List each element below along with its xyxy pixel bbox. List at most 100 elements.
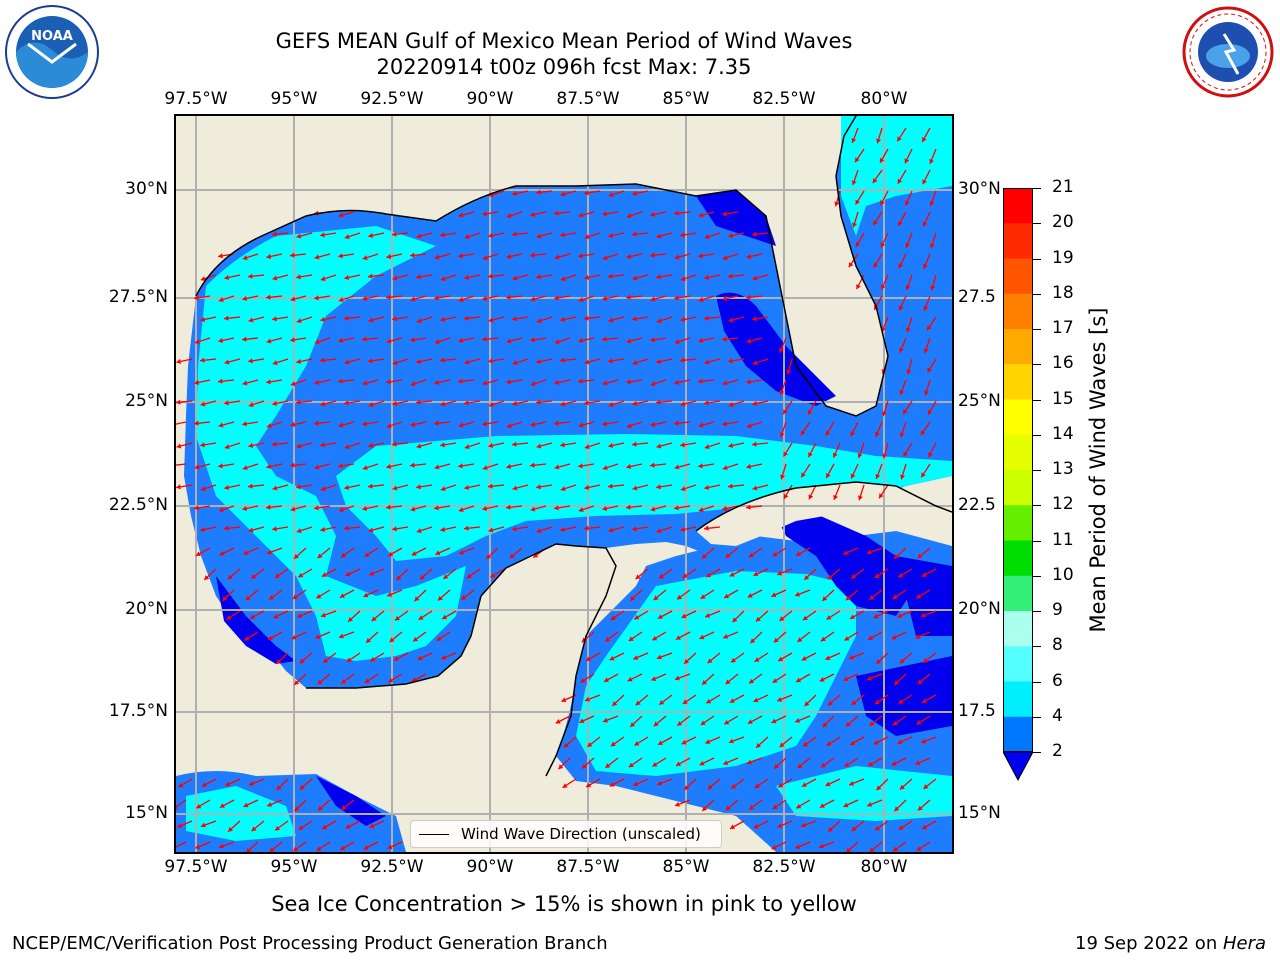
wind-arrow-head [434,379,440,385]
wind-arrow-head [900,474,906,480]
wind-arrow-head [923,657,929,663]
wind-arrow-head [266,549,272,555]
wind-arrow-head [771,844,777,850]
wind-arrow-head [560,357,565,363]
wind-arrow-head [650,252,655,258]
wind-arrow-head [730,824,736,829]
wind-arrow-head [266,379,271,385]
wind-arrow-head [778,656,784,662]
wind-arrow-head [530,252,535,258]
wind-arrow-head [880,284,886,290]
wind-arrow-head [800,822,806,828]
wind-arrow-head [869,847,875,852]
wind-arrow-head [650,381,656,387]
colorbar-band [1003,470,1033,506]
wind-arrow-head [773,637,779,643]
wind-arrow-head [922,824,928,830]
colorbar-band [1003,434,1033,471]
wind-arrow-head [416,318,422,324]
lon-tick-bottom: 97.5°W [164,857,228,877]
wind-arrow-head [296,274,301,280]
wind-arrow-head [894,553,900,559]
wind-arrow-head [680,401,686,407]
wind-arrow-head [200,401,206,407]
wind-arrow-head [434,254,440,260]
wind-arrow-head [608,402,614,408]
wind-arrow-head [418,615,424,620]
wind-arrow-head [677,594,683,600]
wind-arrow-head [224,444,230,450]
wind-arrow-head [750,638,756,644]
wind-arrow-head [608,483,613,489]
wind-arrow-head [506,253,512,259]
wind-arrow-head [826,472,831,478]
wind-arrow-head [893,846,899,852]
wind-arrow-head [224,274,230,280]
wind-arrow-head [512,485,518,491]
wind-arrow-head [722,336,727,342]
wind-arrow-head [892,720,898,726]
wind-arrow-head [725,553,731,558]
wind-arrow-head [266,338,272,344]
wind-arrow-head [387,844,393,850]
wind-arrow-head [698,422,704,428]
wind-arrow-head [880,242,886,248]
wind-arrow-head [434,339,440,345]
colorbar-band [1003,293,1033,330]
wind-arrow-head [530,381,536,387]
atlantic-water-light [841,116,952,236]
wind-arrow-head [779,432,785,438]
wind-arrow-head [464,274,470,280]
wind-arrow-head [416,233,422,239]
wind-arrow-head [801,656,807,661]
wind-arrow-head [706,698,712,704]
wind-arrow-head [560,191,566,197]
footer-date: 19 Sep 2022 on Hera [1075,933,1266,954]
wind-arrow-head [754,783,760,788]
wind-arrow-head [704,315,709,321]
wind-arrow-head [368,317,374,323]
wind-arrow-head [464,315,469,321]
wind-arrow-head [698,507,704,513]
wind-arrow-head [218,843,224,849]
wind-arrow-head [850,473,856,479]
wind-arrow-head [338,463,343,469]
wind-arrow-head [855,241,861,247]
wind-arrow-head [834,201,840,207]
wind-arrow-head [218,463,223,469]
wind-arrow-head [363,845,369,850]
wind-arrow [176,841,187,848]
wind-arrow-head [554,505,559,511]
wind-arrow-head [196,803,202,809]
lat-tick-left: 27.5°N [108,287,168,307]
wind-arrow-head [650,506,656,512]
wind-arrow-head [753,571,759,577]
wind-arrow-head [659,573,665,579]
wind-arrow-head [194,420,199,426]
wind-arrow-head [698,297,704,303]
wind-arrow-head [897,613,903,618]
wind-arrow-head [410,252,415,258]
wind-arrow-head [410,296,416,302]
wind-arrow-head [698,253,703,259]
wind-arrow-head [321,572,327,577]
wind-arrow-head [906,369,912,375]
colorbar-tick-mark [1033,329,1041,330]
wind-arrow-head [658,740,664,745]
wind-arrow-head [869,721,875,726]
wind-arrow-head [898,699,904,704]
wind-arrow-head [626,338,632,344]
wind-arrow-head [579,718,585,724]
wind-arrow-head [608,232,614,238]
wind-arrow-head [440,526,446,532]
lon-tick-top: 97.5°W [164,89,228,109]
wind-arrow-head [603,717,608,723]
wind-arrow-head [196,551,202,556]
colorbar-tick-mark [1033,716,1041,718]
colorbar-tick-mark [1033,646,1041,648]
wind-arrow-head [656,318,662,324]
wind-arrow-head [486,554,492,559]
wind-arrow-head [746,463,752,469]
wind-arrow-head [905,327,911,333]
wind-arrow-head [626,463,632,469]
